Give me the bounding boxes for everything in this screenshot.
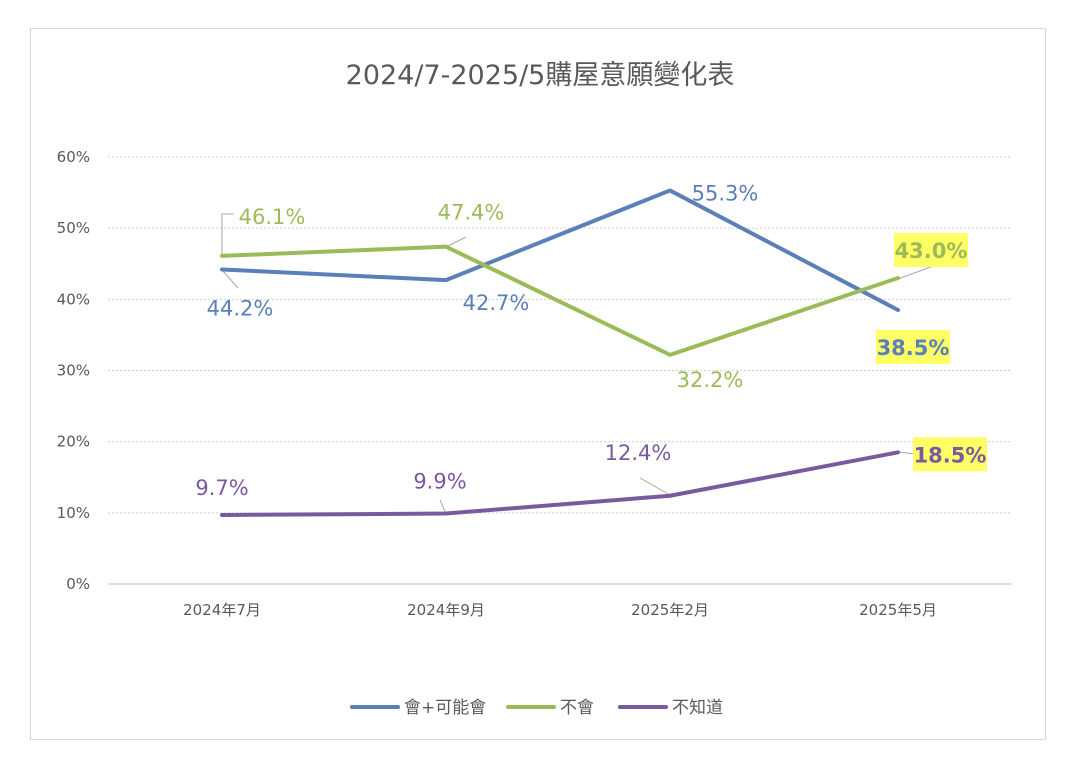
data-label: 44.2% — [207, 296, 274, 320]
y-tick-label: 50% — [57, 219, 90, 237]
leader-line — [639, 477, 671, 496]
leader-line — [897, 264, 937, 280]
data-label: 55.3% — [692, 181, 759, 205]
axis-layer: 0% 10% 20% 30% 40% 50% 60% 2024年7月 2024年9月 2025年2… — [57, 148, 1012, 619]
chart-title: 2024/7-2025/5購屋意願變化表 — [346, 60, 735, 91]
label-highlight — [876, 330, 950, 365]
series-layer — [220, 188, 900, 517]
series-line-2 — [220, 244, 900, 357]
legend-label: 不知道 — [672, 698, 723, 718]
y-tick-label: 30% — [57, 362, 90, 380]
leader-line — [445, 236, 467, 248]
label-highlight — [894, 232, 968, 267]
leader-line — [221, 213, 234, 256]
legend: 會+可能會 不會 不知道 — [350, 698, 723, 718]
data-label: 32.2% — [677, 368, 744, 392]
data-label: 9.7% — [195, 476, 248, 500]
leader-line — [221, 269, 239, 289]
data-label: 38.5% — [877, 336, 950, 360]
data-label: 9.9% — [413, 470, 466, 494]
data-labels: 44.2% 42.7% 55.3% 38.5% 46.1% 47.4% 32.2% 43.0%… — [195, 181, 987, 500]
leader-lines — [221, 213, 937, 515]
legend-label: 不會 — [560, 698, 594, 718]
series-line-1 — [220, 188, 900, 313]
data-label: 46.1% — [239, 205, 306, 229]
y-tick-label: 20% — [57, 433, 90, 451]
data-label: 42.7% — [463, 291, 530, 315]
y-tick-label: 0% — [66, 575, 90, 593]
data-label: 43.0% — [895, 239, 968, 263]
y-tick-label: 60% — [57, 148, 90, 166]
legend-label: 會+可能會 — [404, 698, 486, 718]
y-tick-label: 40% — [57, 290, 90, 308]
x-tick-label: 2024年9月 — [407, 601, 485, 619]
chart-frame — [30, 28, 1046, 740]
x-tick-label: 2025年5月 — [859, 601, 937, 619]
x-tick-label: 2025年2月 — [631, 601, 709, 619]
x-tick-label: 2024年7月 — [183, 601, 261, 619]
data-label: 12.4% — [605, 441, 672, 465]
data-label: 18.5% — [914, 443, 987, 467]
grid-layer — [108, 156, 1012, 514]
data-label: 47.4% — [438, 201, 505, 225]
series-line-3 — [220, 450, 900, 517]
y-tick-label: 10% — [57, 504, 90, 522]
label-highlight — [913, 437, 987, 472]
